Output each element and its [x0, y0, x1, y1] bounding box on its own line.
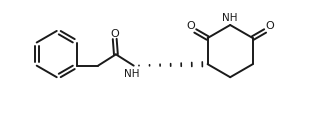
Text: O: O [265, 21, 274, 31]
Text: O: O [110, 29, 119, 39]
Text: O: O [187, 21, 195, 31]
Text: NH: NH [124, 69, 140, 79]
Text: NH: NH [223, 13, 238, 24]
